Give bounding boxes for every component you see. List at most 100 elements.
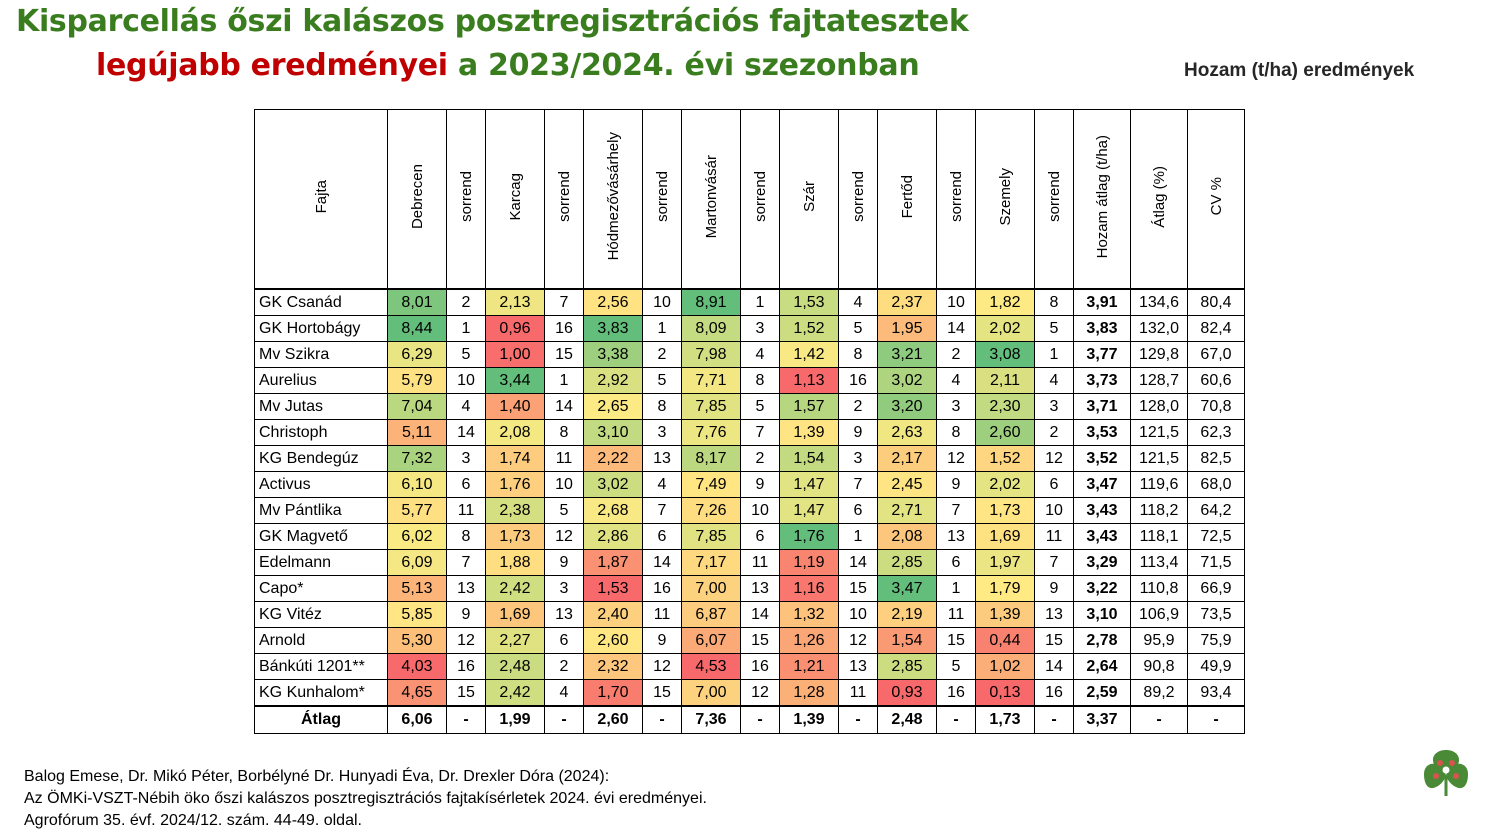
average-cell: 1,73 [975, 705, 1035, 734]
table-cell: 4 [446, 393, 486, 420]
table-cell: 5 [446, 341, 486, 368]
table-cell: 49,9 [1187, 653, 1245, 680]
table-cell: 3 [446, 445, 486, 472]
table-cell: 13 [642, 445, 682, 472]
clover-logo-icon [1418, 744, 1474, 805]
table-cell: 2,65 [583, 393, 643, 420]
table-cell: 9 [740, 471, 780, 498]
table-cell: 1,97 [975, 549, 1035, 576]
average-cell: - [838, 705, 878, 734]
column-header: CV % [1187, 109, 1245, 290]
table-cell: 7,85 [681, 523, 741, 550]
table-cell: 72,5 [1187, 523, 1245, 550]
average-cell: 1,99 [485, 705, 545, 734]
variety-name-cell: KG Vitéz [254, 601, 388, 628]
table-row: Aurelius 5,79 10 3,44 1 2,92 5 7,71 8 1,13 16 3,02 4… [254, 367, 1245, 394]
table-cell: 12 [642, 653, 682, 680]
average-cell: 1,39 [779, 705, 839, 734]
table-cell: 2,27 [485, 627, 545, 654]
table-cell: 2,60 [975, 419, 1035, 446]
table-cell: 3 [740, 315, 780, 342]
table-cell: 1 [740, 288, 780, 316]
table-cell: 1,57 [779, 393, 839, 420]
table-cell: 6 [936, 549, 976, 576]
table-cell: 2,60 [583, 627, 643, 654]
table-cell: 7,00 [681, 679, 741, 707]
results-table: Fajta Debrecen sorrend Karcag sorrend Hódmező… [254, 109, 1245, 734]
variety-name-cell: Edelmann [254, 549, 388, 576]
table-cell: 8 [642, 393, 682, 420]
table-cell: 1,39 [779, 419, 839, 446]
table-cell: 6 [838, 497, 878, 524]
table-cell: 6,29 [387, 341, 447, 368]
column-header-label: Karcag [506, 172, 524, 221]
table-cell: 2,71 [877, 497, 937, 524]
table-cell: 16 [838, 367, 878, 394]
variety-name-cell: Mv Jutas [254, 393, 388, 420]
table-cell: 7 [936, 497, 976, 524]
table-cell: 93,4 [1187, 679, 1245, 707]
table-cell: 16 [446, 653, 486, 680]
table-cell: 5 [838, 315, 878, 342]
table-cell: 3,22 [1073, 575, 1131, 602]
column-header: sorrend [936, 109, 976, 290]
column-header: Karcag [485, 109, 545, 290]
table-cell: 10 [446, 367, 486, 394]
table-cell: 90,8 [1130, 653, 1188, 680]
table-cell: 16 [544, 315, 584, 342]
table-cell: 1,32 [779, 601, 839, 628]
table-cell: 2 [1034, 419, 1074, 446]
table-cell: 3,10 [1073, 601, 1131, 628]
table-cell: 7 [446, 549, 486, 576]
page-title-line-1: Kisparcellás őszi kalászos posztregisztr… [16, 4, 969, 39]
column-header: Martonvásár [681, 109, 741, 290]
table-cell: 2,64 [1073, 653, 1131, 680]
table-cell: 2,32 [583, 653, 643, 680]
table-cell: 121,5 [1130, 445, 1188, 472]
table-cell: 3,43 [1073, 523, 1131, 550]
column-header: Hódmezővásárhely [583, 109, 643, 290]
table-cell: 11 [1034, 523, 1074, 550]
table-cell: 3,21 [877, 341, 937, 368]
table-cell: 2,17 [877, 445, 937, 472]
table-cell: 3 [838, 445, 878, 472]
average-cell: 2,60 [583, 705, 643, 734]
table-cell: 2 [740, 445, 780, 472]
column-header-label: Szár [800, 181, 818, 212]
table-cell: 121,5 [1130, 419, 1188, 446]
table-cell: 5 [936, 653, 976, 680]
table-cell: 129,8 [1130, 341, 1188, 368]
variety-name-cell: KG Kunhalom* [254, 679, 388, 707]
table-cell: 9 [838, 419, 878, 446]
table-cell: 8 [1034, 288, 1074, 316]
table-cell: 2,37 [877, 288, 937, 316]
table-cell: 10 [544, 471, 584, 498]
table-cell: 1 [544, 367, 584, 394]
table-cell: 128,7 [1130, 367, 1188, 394]
table-row: GK Magvető 6,02 8 1,73 12 2,86 6 7,85 6 1,76 1 2,08… [254, 523, 1245, 550]
table-cell: 2,68 [583, 497, 643, 524]
table-cell: 8 [838, 341, 878, 368]
table-cell: 6,02 [387, 523, 447, 550]
table-cell: 13 [544, 601, 584, 628]
table-cell: 13 [446, 575, 486, 602]
table-cell: 110,8 [1130, 575, 1188, 602]
table-cell: 1,76 [485, 471, 545, 498]
table-cell: 1,76 [779, 523, 839, 550]
table-cell: 3,83 [1073, 315, 1131, 342]
table-cell: 4,03 [387, 653, 447, 680]
table-cell: 10 [642, 288, 682, 316]
table-cell: 2,38 [485, 497, 545, 524]
table-cell: 80,4 [1187, 288, 1245, 316]
variety-name-cell: Mv Pántlika [254, 497, 388, 524]
table-cell: 11 [544, 445, 584, 472]
column-header: Átlag (%) [1130, 109, 1188, 290]
table-cell: 6 [1034, 471, 1074, 498]
table-cell: 1,69 [975, 523, 1035, 550]
title-highlight: legújabb eredményei [96, 48, 448, 83]
table-cell: 1 [446, 315, 486, 342]
table-cell: 7,71 [681, 367, 741, 394]
table-cell: 3,53 [1073, 419, 1131, 446]
table-cell: 11 [642, 601, 682, 628]
table-cell: 7,85 [681, 393, 741, 420]
